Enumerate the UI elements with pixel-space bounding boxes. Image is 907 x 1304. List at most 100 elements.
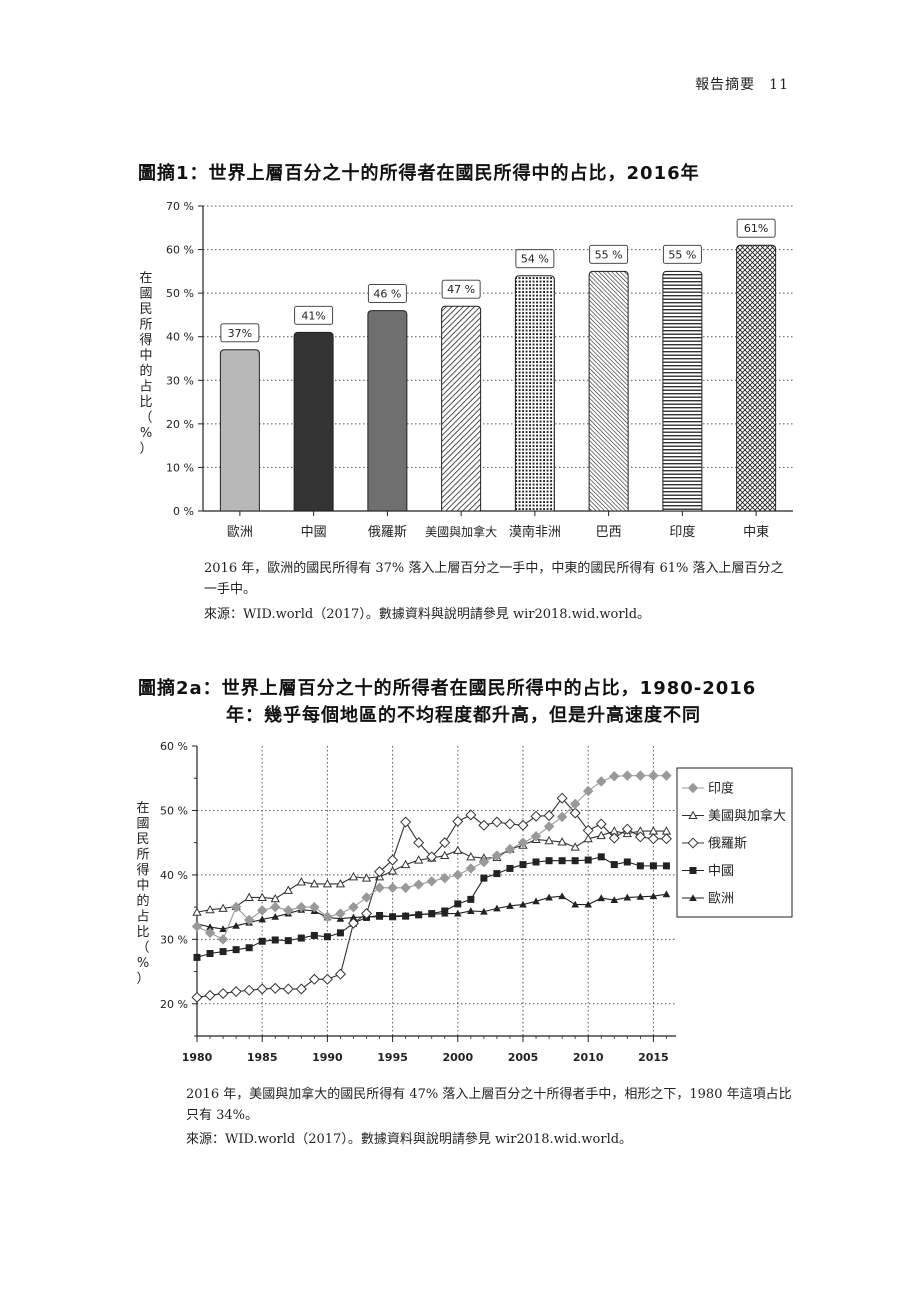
data-point (361, 908, 373, 920)
data-point (558, 892, 566, 900)
data-point (557, 837, 567, 846)
data-point (218, 903, 228, 912)
data-point (296, 901, 307, 913)
bar (662, 270, 703, 512)
data-point (480, 907, 488, 915)
x-tick-label: 2000 (442, 1051, 473, 1064)
value-label: 41% (301, 309, 325, 322)
data-point (375, 912, 384, 920)
data-point (361, 892, 372, 903)
y-tick-label: 10 % (166, 461, 194, 474)
data-point (232, 946, 240, 954)
data-point (491, 816, 503, 828)
data-point (217, 987, 229, 999)
data-point (283, 885, 293, 894)
data-point (361, 873, 372, 882)
series (191, 792, 672, 1003)
data-point (426, 876, 437, 887)
figure1-title: 圖摘1：世界上層百分之十的所得者在國民所得中的占比，2016年 (138, 163, 700, 184)
figure1-caption: 2016 年，歐洲的國民所得有 37% 落入上層百分之一手中，中東的國民所得有 … (204, 561, 784, 597)
data-point (400, 882, 411, 894)
data-point (270, 901, 281, 913)
value-label: 46 % (373, 288, 401, 301)
data-point (336, 929, 344, 937)
data-point (243, 914, 255, 926)
data-point (439, 837, 451, 849)
page-number: 11 (769, 77, 789, 93)
data-point (427, 910, 436, 918)
x-tick-label: 1980 (182, 1051, 213, 1064)
x-tick-label: 1985 (247, 1051, 278, 1064)
data-point (322, 911, 333, 923)
data-point (636, 893, 645, 900)
bar (219, 349, 260, 512)
data-point (206, 950, 214, 958)
data-point (400, 816, 412, 828)
y-tick-label: 40 % (160, 869, 188, 882)
data-point (478, 819, 490, 831)
data-point (295, 983, 307, 995)
data-point (230, 901, 242, 913)
data-point (282, 983, 294, 995)
data-point (219, 948, 227, 956)
legend-label: 美國與加拿大 (708, 808, 786, 824)
value-label-box (736, 218, 776, 238)
data-point (335, 879, 346, 888)
data-point (544, 835, 554, 845)
series-line (196, 856, 667, 958)
data-point (596, 776, 607, 787)
x-tick-label: 2010 (573, 1051, 604, 1064)
data-point (571, 857, 579, 865)
value-label-box (589, 244, 629, 264)
x-tick-label: 中東 (743, 524, 769, 540)
data-point (426, 851, 438, 863)
data-point (245, 944, 253, 952)
data-point (374, 882, 385, 894)
data-point (660, 833, 672, 845)
data-point (401, 911, 410, 919)
y-tick-label: 70 % (166, 200, 194, 213)
data-point (413, 879, 424, 890)
data-point (321, 973, 333, 985)
data-point (310, 931, 318, 939)
data-point (582, 824, 594, 836)
figure2-title-line1: 圖摘2a：世界上層百分之十的所得者在國民所得中的占比，1980-2016 (138, 678, 757, 699)
value-label-box (515, 249, 555, 269)
legend-marker (689, 894, 697, 901)
series (193, 853, 670, 961)
data-point (439, 872, 450, 884)
data-point (556, 792, 568, 804)
data-point (258, 915, 266, 923)
data-point (258, 937, 266, 945)
data-point (465, 863, 477, 874)
data-point (309, 879, 320, 888)
y-tick-label: 60 % (166, 244, 194, 257)
value-label-box (662, 244, 702, 264)
value-label: 54 % (521, 253, 549, 266)
data-point (256, 983, 268, 995)
data-point (191, 921, 203, 932)
data-point (493, 904, 501, 912)
data-point (584, 900, 592, 908)
data-point (558, 857, 566, 865)
value-label-box (441, 279, 481, 299)
bar (736, 244, 777, 512)
data-point (584, 856, 592, 864)
data-point (478, 856, 490, 868)
x-tick-label: 美國與加拿大 (425, 524, 497, 539)
data-point (519, 900, 527, 908)
data-point (453, 845, 463, 854)
data-point (387, 854, 399, 866)
data-point (452, 815, 464, 827)
value-label: 55 % (595, 248, 623, 261)
figure2-title-line2: 年：幾乎每個地區的不均程度都升高，但是升高速度不同 (226, 705, 701, 726)
data-point (570, 842, 580, 851)
data-point (543, 810, 555, 822)
data-point (452, 869, 464, 881)
series (192, 826, 672, 916)
value-label: 37% (228, 327, 252, 340)
data-point (467, 895, 475, 903)
figure1-source: 來源：WID.world（2017）。數據資料與說明請參見 wir2018.wi… (204, 607, 651, 622)
data-point (283, 905, 294, 916)
data-point (647, 833, 659, 845)
